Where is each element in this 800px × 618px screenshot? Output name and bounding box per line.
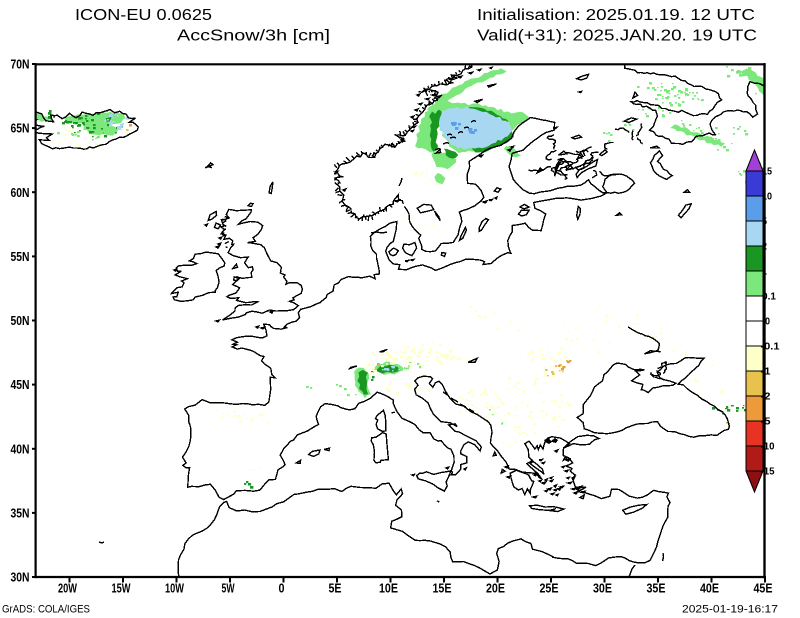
svg-text:-10: -10 (761, 442, 775, 453)
svg-text:10E: 10E (379, 581, 398, 596)
svg-text:15E: 15E (433, 581, 452, 596)
svg-text:-15: -15 (761, 467, 776, 478)
svg-text:Valid(+31): 2025.JAN.20. 19 UT: Valid(+31): 2025.JAN.20. 19 UTC (477, 28, 757, 45)
svg-text:70N: 70N (11, 57, 30, 72)
svg-text:50N: 50N (11, 313, 30, 328)
svg-text:-5: -5 (761, 417, 772, 428)
svg-text:5E: 5E (329, 581, 342, 596)
svg-text:0.1: 0.1 (762, 292, 777, 303)
svg-text:5W: 5W (222, 581, 235, 596)
svg-text:40E: 40E (700, 581, 719, 596)
svg-text:0: 0 (765, 317, 770, 328)
svg-text:2025-01-19-16:17: 2025-01-19-16:17 (682, 604, 778, 616)
svg-text:ICON-EU 0.0625: ICON-EU 0.0625 (75, 7, 212, 24)
svg-text:30E: 30E (593, 581, 612, 596)
svg-text:-0.1: -0.1 (761, 342, 781, 353)
svg-text:20E: 20E (486, 581, 505, 596)
svg-text:65N: 65N (11, 121, 30, 136)
svg-text:10: 10 (762, 192, 772, 203)
svg-text:15W: 15W (112, 581, 132, 596)
svg-text:-1: -1 (761, 367, 772, 378)
svg-text:45E: 45E (754, 581, 773, 596)
svg-text:AccSnow/3h [cm]: AccSnow/3h [cm] (177, 28, 330, 45)
svg-text:60N: 60N (11, 185, 30, 200)
svg-text:Initialisation: 2025.01.19. 12: Initialisation: 2025.01.19. 12 UTC (477, 7, 755, 24)
svg-text:15: 15 (762, 167, 773, 178)
svg-text:45N: 45N (11, 377, 30, 392)
svg-text:20W: 20W (58, 581, 78, 596)
svg-text:35N: 35N (11, 506, 30, 521)
svg-text:25E: 25E (540, 581, 559, 596)
svg-text:40N: 40N (11, 441, 30, 456)
svg-text:55N: 55N (11, 249, 30, 264)
svg-text:0: 0 (279, 581, 285, 596)
svg-text:30N: 30N (11, 570, 30, 585)
svg-text:GrADS: COLA/IGES: GrADS: COLA/IGES (2, 604, 90, 616)
svg-text:10W: 10W (165, 581, 185, 596)
svg-text:35E: 35E (647, 581, 666, 596)
